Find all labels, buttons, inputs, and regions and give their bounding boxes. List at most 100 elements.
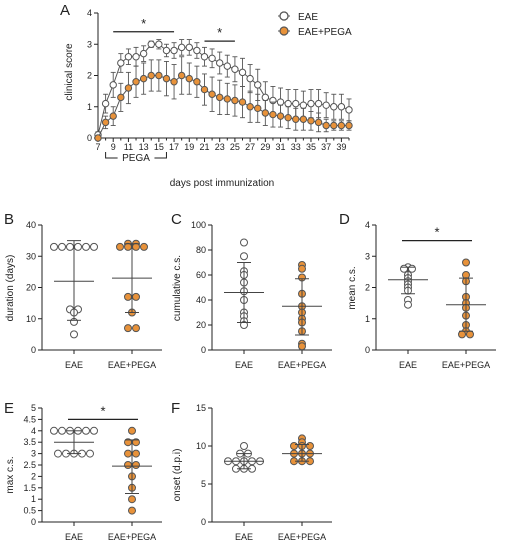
y-tick-label: 2 (31, 471, 36, 481)
y-tick-label: 10 (196, 441, 206, 451)
data-point (124, 242, 132, 251)
data-point (261, 93, 270, 102)
data-point (466, 330, 474, 339)
data-point (337, 103, 346, 111)
data-point (462, 258, 470, 267)
data-point (139, 74, 148, 83)
panel-c: C cumulative c.s. 0 20 40 60 80 100 EAE EAE+PEG… (171, 211, 332, 370)
legend-pega-label: EAE+PEGA (298, 27, 352, 38)
x-tick-label: 21 (199, 142, 209, 152)
data-point (147, 71, 155, 80)
panel-f-plot: 0 5 10 15 EAE EAE+PEGA (196, 403, 332, 542)
data-point (124, 292, 132, 301)
significance-star: * (434, 225, 439, 240)
panel-c-ylabel: cumulative c.s. (172, 255, 183, 321)
x-tick-label: 27 (245, 142, 255, 152)
x-tick-label: 17 (169, 142, 179, 152)
y-tick-label: 2 (365, 283, 370, 293)
x-tick-label: EAE (399, 360, 417, 370)
data-point (240, 252, 248, 261)
panel-d-plot: 0 1 2 3 4 EAE EAE+PEGA * (365, 220, 496, 370)
x-tick-label: 25 (230, 142, 240, 152)
data-point (86, 449, 94, 458)
data-point (124, 84, 133, 92)
data-point (458, 330, 466, 339)
y-tick-label: 4 (31, 426, 36, 436)
data-point (200, 85, 209, 94)
data-point (128, 495, 136, 504)
x-tick-label: 13 (139, 142, 149, 152)
y-tick-label: 5 (31, 403, 36, 413)
data-point (90, 242, 98, 251)
x-tick-label: 31 (276, 142, 286, 152)
data-point (276, 98, 285, 106)
y-tick-label: 20 (26, 283, 36, 293)
significance-star: * (141, 16, 146, 31)
x-tick-label: EAE+PEGA (108, 532, 156, 542)
y-tick-label: 2.5 (23, 460, 36, 470)
data-point (101, 118, 110, 127)
panel-d-letter: D (339, 211, 350, 228)
data-point (132, 53, 140, 61)
y-tick-label: 3 (31, 449, 36, 459)
data-point (82, 426, 90, 435)
y-tick-label: 1.5 (23, 483, 36, 493)
data-point (132, 242, 140, 251)
panel-e-ylabel: max c.s. (5, 456, 16, 493)
data-point (223, 62, 232, 70)
data-point (404, 300, 412, 309)
data-point (162, 74, 171, 83)
data-point (322, 121, 330, 130)
y-tick-label: 3 (87, 39, 92, 49)
data-point (82, 242, 90, 251)
y-tick-label: 40 (26, 220, 36, 230)
panel-f-ylabel: onset (d.p.i) (172, 449, 183, 502)
data-point (299, 115, 308, 123)
legend-eae-label: EAE (298, 12, 318, 23)
data-point (322, 101, 330, 109)
x-tick-label: 19 (184, 142, 194, 152)
y-tick-label: 40 (196, 295, 206, 305)
data-point (231, 96, 239, 105)
panel-a-letter: A (60, 2, 70, 19)
data-point (231, 65, 239, 73)
data-point (124, 324, 132, 333)
data-point (132, 292, 140, 301)
x-tick-label: EAE+PEGA (442, 360, 490, 370)
data-point (124, 53, 133, 61)
data-point (58, 426, 66, 435)
data-point (185, 74, 193, 83)
data-point (240, 442, 248, 450)
x-tick-label: 11 (124, 142, 133, 152)
y-tick-label: 0 (31, 345, 36, 355)
y-tick-label: 2 (87, 71, 92, 81)
data-point (307, 117, 315, 125)
data-point (177, 43, 186, 52)
data-point (117, 93, 125, 102)
x-tick-label: 29 (260, 142, 270, 152)
data-point (269, 110, 277, 119)
y-tick-label: 3.5 (23, 437, 36, 447)
x-tick-label: EAE+PEGA (278, 532, 326, 542)
data-point (408, 264, 416, 273)
x-tick-label: EAE (235, 532, 253, 542)
data-point (66, 242, 74, 251)
data-point (284, 99, 292, 108)
data-point (50, 242, 58, 251)
x-tick-label: 15 (154, 142, 164, 152)
legend-eae-marker-top (279, 11, 289, 21)
data-point (185, 43, 193, 52)
data-point (292, 99, 300, 108)
y-tick-label: 0 (87, 133, 92, 143)
y-tick-label: 100 (191, 220, 206, 230)
data-point (238, 68, 247, 77)
data-point (276, 112, 285, 120)
data-point (345, 121, 353, 130)
data-point (290, 442, 298, 450)
data-point (284, 113, 292, 122)
series-line-0 (97, 43, 350, 135)
y-tick-label: 4 (365, 220, 370, 230)
data-point (94, 134, 102, 142)
data-point (109, 112, 117, 120)
data-point (193, 46, 201, 55)
